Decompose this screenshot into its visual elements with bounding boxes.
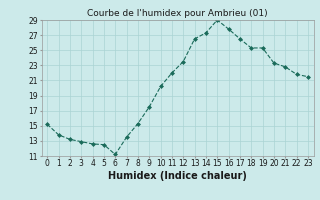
Title: Courbe de l'humidex pour Ambrieu (01): Courbe de l'humidex pour Ambrieu (01) xyxy=(87,9,268,18)
X-axis label: Humidex (Indice chaleur): Humidex (Indice chaleur) xyxy=(108,171,247,181)
